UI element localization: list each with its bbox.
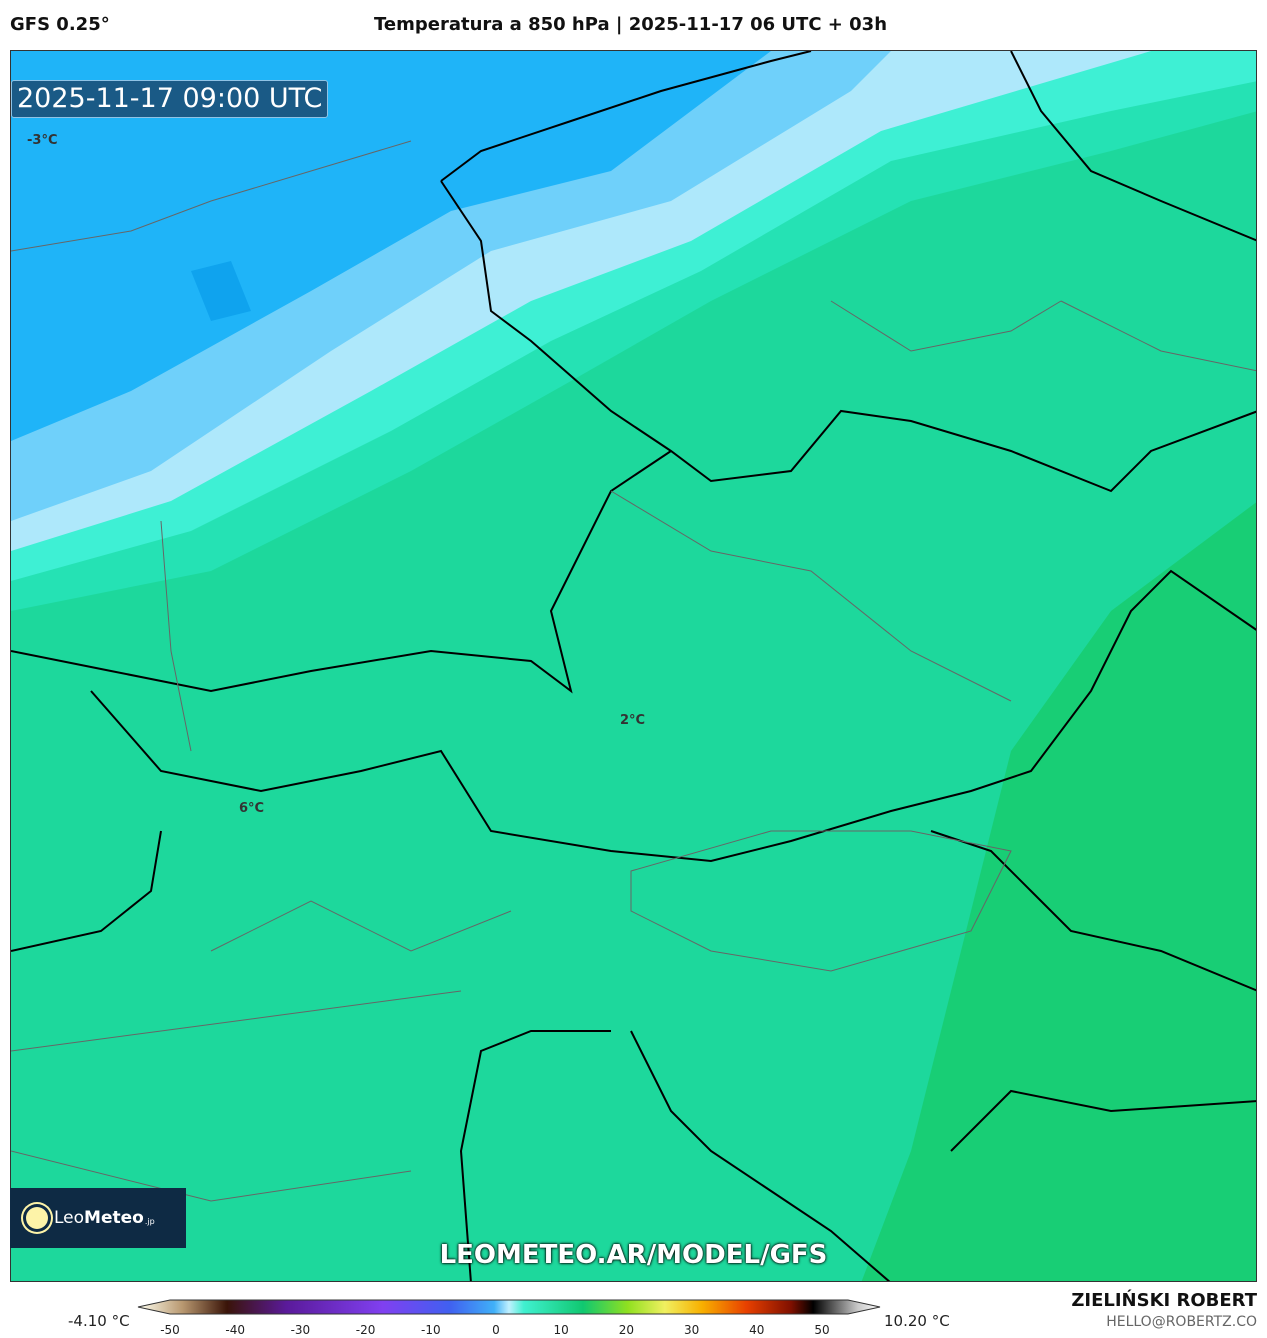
colorbar-tick: 30 xyxy=(683,1323,700,1337)
colorbar-tick: -20 xyxy=(355,1323,376,1337)
region-borders xyxy=(11,140,1256,1202)
country-borders xyxy=(11,51,1256,1281)
colorbar xyxy=(137,1299,881,1315)
author-email: HELLO@ROBERTZ.CO xyxy=(1106,1314,1257,1330)
temperature-field xyxy=(11,51,1256,1281)
colorbar-tick: 0 xyxy=(492,1323,500,1337)
logo-suffix: .jp xyxy=(144,1216,155,1226)
map-title: Temperatura a 850 hPa | 2025-11-17 06 UT… xyxy=(374,14,888,35)
leometeo-logo: Leo Meteo .jp xyxy=(10,1188,186,1248)
temp-label: 2°C xyxy=(620,713,646,728)
temp-label: 6°C xyxy=(239,801,265,816)
temp-label: -3°C xyxy=(27,133,58,148)
colorbar-tick: -50 xyxy=(160,1323,180,1337)
colorbar-tick: 20 xyxy=(618,1323,635,1337)
logo-text-bold: Meteo xyxy=(84,1208,144,1228)
colorbar-tick: 50 xyxy=(814,1323,830,1337)
valid-time-stamp: 2025-11-17 09:00 UTC xyxy=(11,80,329,118)
colorbar-tick: 10 xyxy=(553,1323,569,1337)
colorbar-tick: -30 xyxy=(290,1323,311,1337)
model-label: GFS 0.25° xyxy=(10,14,110,35)
temperature-map[interactable]: 2025-11-17 09:00 UTC -3°C 2°C 6°C xyxy=(10,50,1257,1282)
author-credit: ZIELIŃSKI ROBERT xyxy=(1071,1290,1257,1311)
colorbar-tick: 40 xyxy=(749,1323,765,1337)
colorbar-tick: -40 xyxy=(225,1323,245,1337)
colorbar-min-label: -4.10 °C xyxy=(68,1312,130,1330)
cold-pocket xyxy=(191,261,251,321)
colorbar-tick: -10 xyxy=(420,1323,441,1337)
sun-icon xyxy=(26,1207,48,1229)
colorbar-max-label: 10.20 °C xyxy=(884,1312,950,1330)
watermark-url: LEOMETEO.AR/MODEL/GFS xyxy=(439,1240,828,1270)
logo-text-light: Leo xyxy=(54,1208,85,1228)
